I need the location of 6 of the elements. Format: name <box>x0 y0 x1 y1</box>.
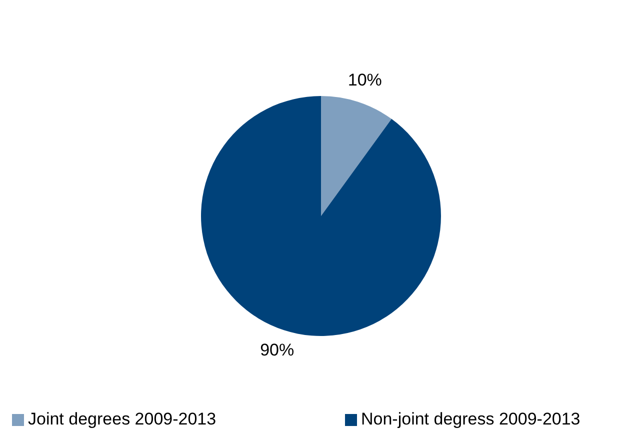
legend-label: Non-joint degress 2009-2013 <box>361 409 580 428</box>
legend-label: Joint degrees 2009-2013 <box>28 409 216 428</box>
pie-slice <box>201 96 441 336</box>
pie-slice <box>321 96 392 216</box>
data-label: 90% <box>260 340 294 360</box>
data-label: 10% <box>348 70 382 90</box>
